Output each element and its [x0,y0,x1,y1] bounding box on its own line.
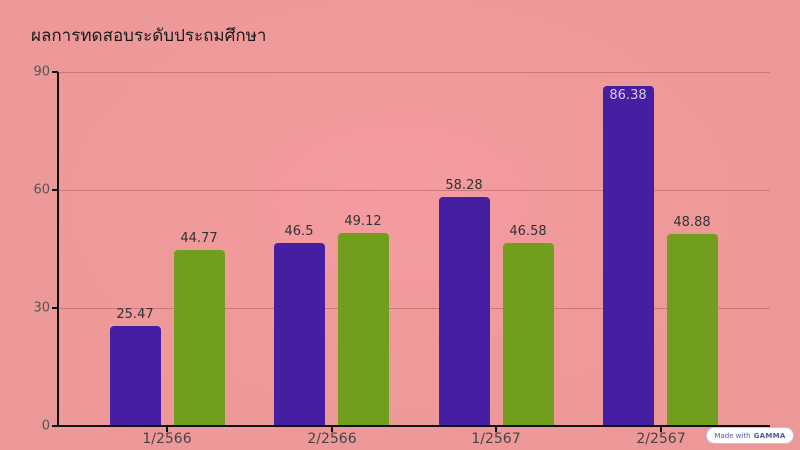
bar-1-2567-series2 [503,242,554,426]
gridline-90 [58,72,770,73]
bar-1-2567-series1 [439,196,490,426]
x-label-2-2566: 2/2566 [307,431,357,447]
bar-2-2566-series1 [274,243,325,426]
value-label: 44.77 [180,230,218,246]
y-tick-label: 0 [41,418,50,434]
y-axis [57,72,59,427]
value-label: 48.88 [673,214,711,230]
x-tick-mark [331,426,333,432]
bar-1-2566-series1 [110,325,161,426]
gridline-30 [58,308,770,309]
x-label-2-2567: 2/2567 [636,431,686,447]
bar-2-2567-series2 [667,233,718,426]
value-label: 49.12 [344,213,382,229]
value-label: 58.28 [445,177,483,193]
bar-2-2567-series1 [603,86,654,426]
value-label: 25.47 [116,306,154,322]
bar-2-2566-series2 [338,232,389,426]
value-label: 86.38 [609,88,647,104]
made-with-gamma-badge[interactable]: Made with GAMMA [706,427,794,444]
x-tick-mark [495,426,497,432]
badge-prefix: Made with [714,431,751,440]
y-tick-mark [52,307,58,309]
y-tick-label: 90 [33,64,50,80]
gamma-logo: GAMMA [753,431,786,440]
value-label: 46.58 [509,223,547,239]
y-tick-label: 30 [33,300,50,316]
value-label: 46.5 [284,224,314,240]
bar-1-2566-series2 [174,249,225,426]
x-label-1-2566: 1/2566 [142,431,192,447]
y-tick-mark [52,189,58,191]
x-tick-mark [660,426,662,432]
x-tick-mark [166,426,168,432]
y-tick-mark [52,425,58,427]
gridline-60 [58,190,770,191]
chart-title: ผลการทดสอบระดับประถมศึกษา [31,26,267,46]
y-tick-label: 60 [33,182,50,198]
x-axis [57,425,770,427]
x-label-1-2567: 1/2567 [471,431,521,447]
y-tick-mark [52,71,58,73]
